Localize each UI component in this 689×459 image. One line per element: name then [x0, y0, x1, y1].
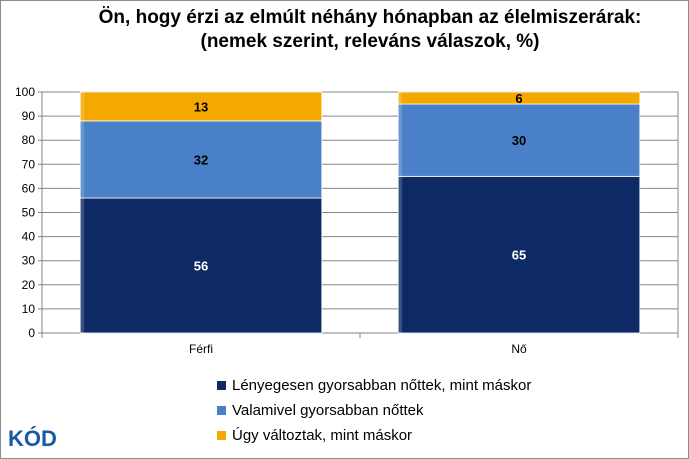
bar-segment — [397, 175, 641, 334]
bar-segment — [397, 91, 641, 105]
legend: Lényegesen gyorsabban nőttek, mint másko… — [217, 373, 531, 448]
y-tick-label: 80 — [22, 133, 36, 147]
x-tick-label: Férfi — [189, 342, 213, 356]
bar-highlight — [80, 120, 85, 199]
y-tick-label: 30 — [22, 254, 36, 268]
bar-highlight — [398, 176, 403, 333]
y-tick-label: 0 — [28, 326, 35, 340]
y-tick-label: 50 — [22, 206, 36, 220]
y-tick-label: 100 — [15, 85, 35, 99]
y-tick-label: 40 — [22, 230, 36, 244]
y-tick-label: 60 — [22, 181, 36, 195]
kod-logo: KÓD — [8, 426, 57, 451]
data-label: 6 — [515, 91, 522, 106]
legend-item: Valamivel gyorsabban nőttek — [217, 398, 531, 423]
legend-swatch — [217, 381, 226, 390]
legend-swatch — [217, 406, 226, 415]
legend-item: Úgy változtak, mint máskor — [217, 423, 531, 448]
y-tick-label: 10 — [22, 302, 36, 316]
legend-swatch — [217, 431, 226, 440]
bar-highlight — [80, 92, 85, 121]
chart-title: Ön, hogy érzi az elmúlt néhány hónapban … — [60, 6, 680, 54]
data-label: 65 — [512, 248, 526, 263]
legend-label: Valamivel gyorsabban nőttek — [232, 402, 424, 419]
y-tick-label: 20 — [22, 278, 36, 292]
bar-segment — [79, 197, 323, 334]
chart-title-line2: (nemek szerint, releváns válaszok, %) — [200, 31, 540, 52]
x-tick-label: Nő — [511, 342, 527, 356]
bar-segment — [397, 103, 641, 177]
data-label: 32 — [194, 152, 208, 167]
data-label: 56 — [194, 259, 208, 274]
legend-label: Úgy változtak, mint máskor — [232, 427, 413, 444]
data-label: 30 — [512, 133, 526, 148]
y-tick-label: 70 — [22, 157, 36, 171]
data-label: 13 — [194, 99, 208, 114]
logo-text: KÓD — [8, 426, 57, 451]
y-tick-label: 90 — [22, 109, 36, 123]
chart-title-line1: Ön, hogy érzi az elmúlt néhány hónapban … — [98, 7, 642, 28]
bar-highlight — [398, 104, 403, 177]
legend-label: Lényegesen gyorsabban nőttek, mint másko… — [232, 377, 532, 394]
bar-highlight — [80, 198, 85, 333]
bar-segment — [79, 120, 323, 199]
legend-item: Lényegesen gyorsabban nőttek, mint másko… — [217, 373, 531, 398]
bar-segment — [79, 91, 323, 122]
bar-highlight — [398, 92, 403, 105]
